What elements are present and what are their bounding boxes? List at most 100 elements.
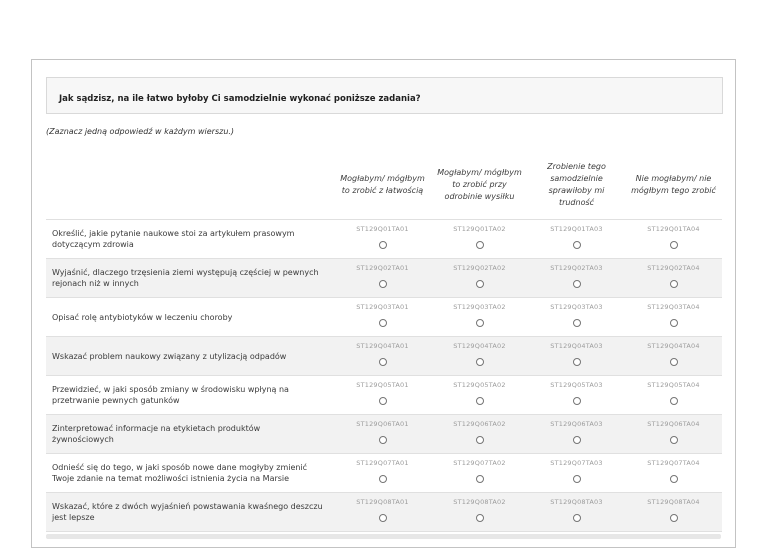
item-code: ST129Q07TA02 [453,459,506,467]
radio-button[interactable] [669,280,678,288]
radio-button[interactable] [475,475,484,483]
radio-button[interactable] [378,280,387,288]
item-code: ST129Q03TA03 [550,303,603,311]
item-code: ST129Q03TA02 [453,303,506,311]
radio-button[interactable] [572,475,581,483]
radio-button[interactable] [669,475,678,483]
item-code: ST129Q08TA03 [550,498,603,506]
question-text: Wskazać, które z dwóch wyjaśnień powstaw… [46,492,334,532]
table-row: Wskazać, które z dwóch wyjaśnień powstaw… [46,492,722,532]
radio-button[interactable] [572,280,581,288]
question-text: Zinterpretować informacje na etykietach … [46,414,334,454]
answer-cell: ST129Q08TA01 [334,492,431,532]
item-code: ST129Q06TA04 [647,420,700,428]
radio-button[interactable] [572,319,581,327]
question-text-label: Odnieść się do tego, w jaki sposób nowe … [52,463,308,483]
answer-cell: ST129Q01TA02 [431,219,528,259]
radio-button[interactable] [475,436,484,444]
radio-button[interactable] [475,358,484,366]
answer-cell: ST129Q01TA01 [334,219,431,259]
item-code: ST129Q02TA04 [647,264,700,272]
item-code: ST129Q06TA02 [453,420,506,428]
answer-cell: ST129Q04TA01 [334,336,431,376]
radio-button[interactable] [475,319,484,327]
answer-cell: ST129Q07TA01 [334,453,431,493]
item-code: ST129Q01TA01 [356,225,409,233]
radio-button[interactable] [572,436,581,444]
item-code: ST129Q02TA02 [453,264,506,272]
radio-button[interactable] [669,514,678,522]
radio-button[interactable] [475,280,484,288]
table-row: Określić, jakie pytanie naukowe stoi za … [46,219,722,259]
question-title: Jak sądzisz, na ile łatwo byłoby Ci samo… [59,94,421,104]
answer-cell: ST129Q03TA03 [528,297,625,337]
question-panel: Jak sądzisz, na ile łatwo byłoby Ci samo… [31,59,736,548]
radio-button[interactable] [572,358,581,366]
answer-cell: ST129Q02TA04 [625,258,722,298]
column-header-could-not: Nie mogłabym/ nie mógłbym tego zrobić [625,147,722,220]
question-text-label: Przewidzieć, w jaki sposób zmiany w środ… [52,385,289,405]
radio-button[interactable] [572,241,581,249]
radio-button[interactable] [669,241,678,249]
item-code: ST129Q03TA01 [356,303,409,311]
answer-cell: ST129Q06TA02 [431,414,528,454]
column-header-with-difficulty: Zrobienie tego samodzielnie sprawiłoby m… [528,147,625,220]
radio-button[interactable] [378,475,387,483]
question-title-bar: Jak sądzisz, na ile łatwo byłoby Ci samo… [46,77,723,114]
item-code: ST129Q07TA03 [550,459,603,467]
table-row: Odnieść się do tego, w jaki sposób nowe … [46,453,722,493]
radio-button[interactable] [669,358,678,366]
question-text-label: Wskazać, które z dwóch wyjaśnień powstaw… [52,502,323,522]
question-text: Odnieść się do tego, w jaki sposób nowe … [46,453,334,493]
table-row: Zinterpretować informacje na etykietach … [46,414,722,454]
answer-cell: ST129Q05TA03 [528,375,625,415]
item-code: ST129Q05TA01 [356,381,409,389]
radio-button[interactable] [378,436,387,444]
question-text: Opisać rolę antybiotyków w leczeniu chor… [46,297,334,337]
item-code: ST129Q08TA02 [453,498,506,506]
radio-button[interactable] [378,241,387,249]
item-code: ST129Q08TA01 [356,498,409,506]
answer-cell: ST129Q08TA04 [625,492,722,532]
radio-button[interactable] [475,241,484,249]
answer-cell: ST129Q04TA03 [528,336,625,376]
column-header-easily: Mogłabym/ mógłbym to zrobić z łatwością [334,147,431,220]
question-text-label: Opisać rolę antybiotyków w leczeniu chor… [52,312,233,322]
radio-button[interactable] [669,436,678,444]
answer-cell: ST129Q06TA03 [528,414,625,454]
item-code: ST129Q04TA04 [647,342,700,350]
radio-button[interactable] [572,514,581,522]
radio-button[interactable] [378,514,387,522]
question-text: Przewidzieć, w jaki sposób zmiany w środ… [46,375,334,415]
table-row: Przewidzieć, w jaki sposób zmiany w środ… [46,375,722,415]
radio-button[interactable] [669,319,678,327]
item-code: ST129Q02TA03 [550,264,603,272]
answer-cell: ST129Q06TA01 [334,414,431,454]
item-code: ST129Q04TA02 [453,342,506,350]
answer-cell: ST129Q05TA02 [431,375,528,415]
radio-button[interactable] [378,397,387,405]
item-code: ST129Q06TA03 [550,420,603,428]
radio-button[interactable] [475,397,484,405]
question-text: Wyjaśnić, dlaczego trzęsienia ziemi wyst… [46,258,334,298]
item-code: ST129Q03TA04 [647,303,700,311]
answer-cell: ST129Q02TA01 [334,258,431,298]
horizontal-scrollbar[interactable] [46,534,721,539]
answer-cell: ST129Q07TA04 [625,453,722,493]
table-header: Mogłabym/ mógłbym to zrobić z łatwością … [46,147,722,220]
answer-cell: ST129Q05TA01 [334,375,431,415]
answer-cell: ST129Q08TA03 [528,492,625,532]
radio-button[interactable] [475,514,484,522]
item-code: ST129Q08TA04 [647,498,700,506]
item-code: ST129Q01TA04 [647,225,700,233]
radio-button[interactable] [572,397,581,405]
question-text-label: Określić, jakie pytanie naukowe stoi za … [52,229,295,249]
question-text-label: Wskazać problem naukowy związany z utyli… [52,351,287,361]
question-text-label: Zinterpretować informacje na etykietach … [52,424,261,444]
item-code: ST129Q02TA01 [356,264,409,272]
radio-button[interactable] [378,319,387,327]
radio-button[interactable] [378,358,387,366]
radio-button[interactable] [669,397,678,405]
answer-cell: ST129Q01TA04 [625,219,722,259]
answer-cell: ST129Q04TA04 [625,336,722,376]
